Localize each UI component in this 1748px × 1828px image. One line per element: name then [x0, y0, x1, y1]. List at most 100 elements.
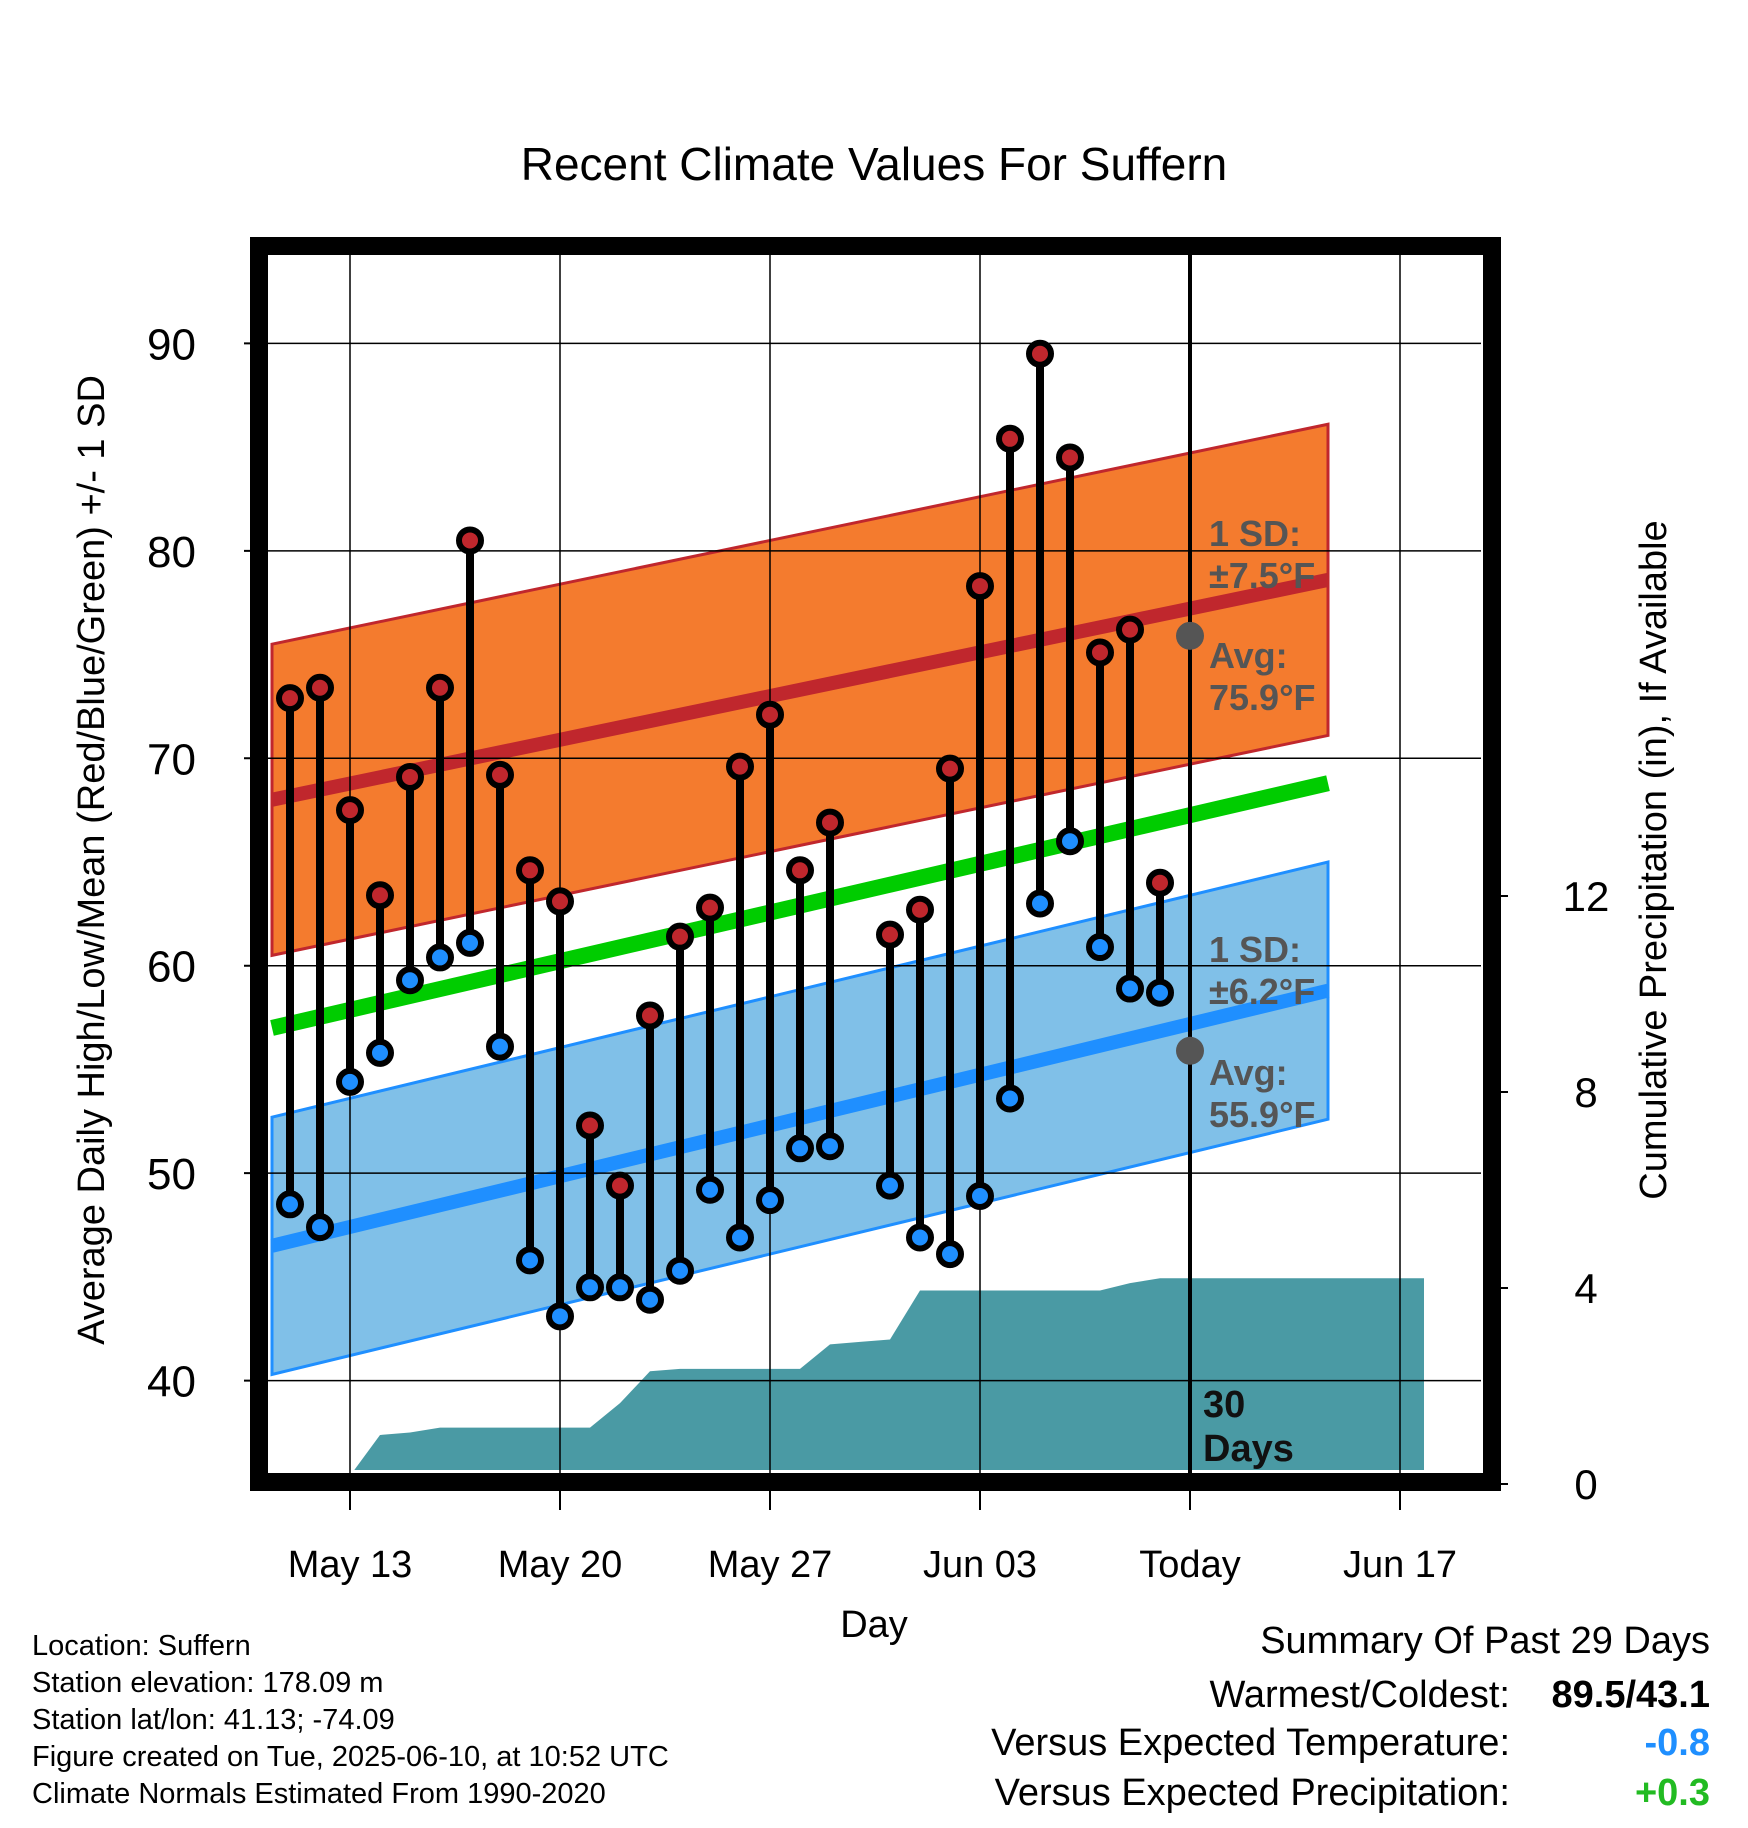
info-latlon: Station lat/lon: 41.13; -74.09	[32, 1704, 395, 1736]
low-point	[276, 1190, 304, 1219]
low-point	[816, 1132, 844, 1161]
high-point	[396, 762, 424, 791]
summary-precip-row: Versus Expected Precipitation: +0.3	[995, 1772, 1710, 1815]
low-point	[726, 1223, 754, 1252]
y2-tick-label: 12	[1563, 873, 1610, 920]
x-tick-label: Jun 03	[923, 1544, 1037, 1586]
y-tick-label: 60	[147, 943, 196, 992]
low-avg-value: 55.9°F	[1209, 1094, 1315, 1135]
high-point	[786, 856, 814, 885]
low-point	[516, 1246, 544, 1275]
chart-title: Recent Climate Values For Suffern	[521, 138, 1228, 190]
info-location: Location: Suffern	[32, 1630, 251, 1662]
high-point	[666, 922, 694, 951]
x-tick-label: May 27	[708, 1544, 833, 1586]
low-point	[1026, 889, 1054, 918]
high-point	[366, 881, 394, 910]
high-point	[336, 796, 364, 825]
high-point	[1056, 443, 1084, 472]
high-point	[696, 893, 724, 922]
high-point	[516, 856, 544, 885]
low-point	[996, 1084, 1024, 1113]
low-point	[366, 1038, 394, 1067]
y2-tick-label: 4	[1574, 1265, 1597, 1312]
low-point	[1056, 827, 1084, 856]
low-point	[426, 943, 454, 972]
low-point	[696, 1175, 724, 1204]
y2-tick-label: 0	[1574, 1461, 1597, 1508]
high-point	[456, 526, 484, 555]
today-high-avg-marker	[1176, 621, 1204, 650]
low-point	[666, 1256, 694, 1285]
low-point	[756, 1186, 784, 1215]
high-avg-label: Avg:	[1209, 635, 1288, 676]
high-point	[816, 808, 844, 837]
summary-precip-value: +0.3	[1634, 1772, 1710, 1814]
y-tick-label: 90	[147, 320, 196, 369]
summary-warmest-row: Warmest/Coldest: 89.5/43.1	[1209, 1674, 1710, 1717]
low-point	[1086, 933, 1114, 962]
low-point	[966, 1182, 994, 1211]
summary-temp-row: Versus Expected Temperature: -0.8	[991, 1722, 1710, 1765]
summary-precip-label: Versus Expected Precipitation:	[994, 1772, 1510, 1814]
low-point	[606, 1273, 634, 1302]
info-normals: Climate Normals Estimated From 1990-2020	[32, 1778, 606, 1810]
low-point	[906, 1223, 934, 1252]
high-point	[876, 920, 904, 949]
high-point	[576, 1111, 604, 1140]
high-point	[996, 424, 1024, 453]
low-point	[786, 1134, 814, 1163]
summary-title: Summary Of Past 29 Days	[1260, 1620, 1710, 1662]
high-point	[636, 1001, 664, 1030]
y-tick-label: 80	[147, 528, 196, 577]
today-low-avg-marker	[1176, 1036, 1204, 1065]
high-point	[1146, 868, 1174, 897]
y-axis-label: Average Daily High/Low/Mean (Red/Blue/Gr…	[71, 375, 113, 1345]
high-point	[486, 760, 514, 789]
low-point	[576, 1273, 604, 1302]
summary-temp-label: Versus Expected Temperature:	[991, 1722, 1510, 1764]
low-point	[636, 1285, 664, 1314]
x-tick-label: May 20	[498, 1544, 623, 1586]
high-sd-value: ±7.5°F	[1209, 555, 1315, 596]
high-point	[1026, 339, 1054, 368]
low-point	[396, 966, 424, 995]
y-tick-label: 70	[147, 735, 196, 784]
x-tick-label: Today	[1139, 1544, 1240, 1586]
high-point	[546, 887, 574, 916]
low-point	[336, 1067, 364, 1096]
high-avg-value: 75.9°F	[1209, 677, 1315, 718]
info-elevation: Station elevation: 178.09 m	[32, 1667, 384, 1699]
x-axis-label: Day	[840, 1604, 908, 1646]
low-point	[876, 1171, 904, 1200]
plot-frame	[250, 237, 1501, 1491]
precipitation-area	[354, 1278, 1424, 1470]
summary-warmest-value: 89.5/43.1	[1551, 1674, 1710, 1716]
high-point	[426, 673, 454, 702]
days-count: 30	[1203, 1384, 1245, 1426]
high-normal-line	[270, 573, 1330, 807]
low-point	[936, 1240, 964, 1269]
low-point	[306, 1213, 334, 1242]
y2-tick-label: 8	[1574, 1069, 1597, 1116]
summary-warmest-label: Warmest/Coldest:	[1209, 1674, 1510, 1716]
low-point	[486, 1032, 514, 1061]
low-point	[1146, 978, 1174, 1007]
low-point	[456, 928, 484, 957]
high-point	[906, 895, 934, 924]
y-tick-label: 40	[147, 1358, 196, 1407]
days-word: Days	[1203, 1428, 1294, 1470]
high-point	[936, 754, 964, 783]
low-sd-label: 1 SD:	[1209, 929, 1301, 970]
high-point	[1116, 615, 1144, 644]
high-sd-label: 1 SD:	[1209, 513, 1301, 554]
x-tick-label: Jun 17	[1343, 1544, 1457, 1586]
y-tick-label: 50	[147, 1150, 196, 1199]
low-point	[1116, 974, 1144, 1003]
x-tick-label: May 13	[288, 1544, 413, 1586]
high-point	[306, 673, 334, 702]
high-point	[726, 752, 754, 781]
high-point	[756, 700, 784, 729]
high-point	[966, 572, 994, 601]
